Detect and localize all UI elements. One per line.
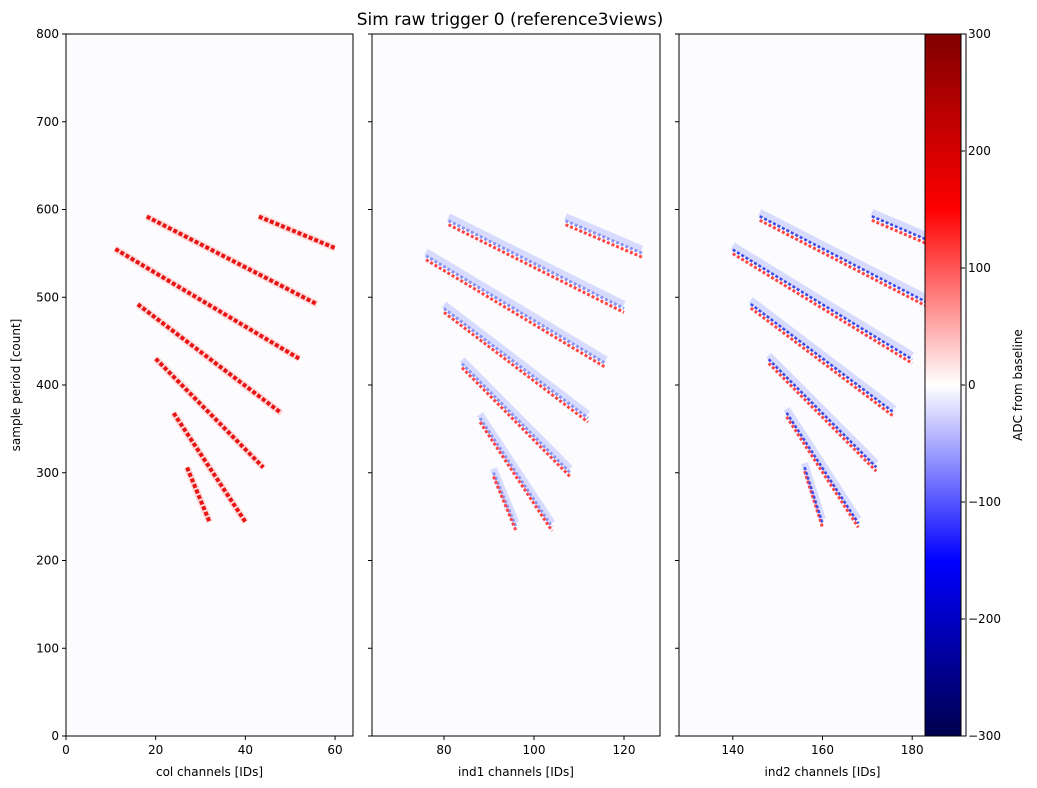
panel-ind1: 80 100 120 ind1 channels [IDs] bbox=[368, 33, 661, 779]
panel-ind2: 140 160 180 ind2 channels [IDs] bbox=[675, 33, 967, 779]
track-positive-lobe bbox=[749, 306, 896, 419]
track-halo bbox=[490, 467, 520, 525]
tracks bbox=[113, 213, 337, 524]
track-halo bbox=[783, 406, 862, 522]
y-axis-label: sample period [count] bbox=[9, 319, 23, 452]
track-negative-core bbox=[767, 358, 878, 468]
x-tick-label: 140 bbox=[721, 743, 744, 757]
track-halo bbox=[446, 213, 626, 308]
track-negative-core bbox=[750, 303, 895, 414]
track-line bbox=[171, 411, 248, 523]
x-axis-label: ind1 channels [IDs] bbox=[458, 765, 574, 779]
track-positive-lobe bbox=[759, 218, 931, 310]
track-negative-core bbox=[785, 412, 860, 524]
plot-background bbox=[66, 34, 353, 736]
track-positive-lobe bbox=[443, 311, 589, 424]
panel-col: 0 100 200 300 400 500 600 700 800 0 20 40 60 col chan… bbox=[36, 27, 354, 779]
track-negative-core bbox=[759, 215, 931, 305]
y-tick-label: 0 bbox=[51, 729, 59, 743]
track-line bbox=[258, 214, 336, 250]
plot-background bbox=[372, 34, 660, 736]
colorbar-label: ADC from baseline bbox=[1011, 329, 1025, 441]
track-negative-lobe bbox=[447, 219, 625, 310]
track-positive-lobe bbox=[871, 218, 949, 255]
track-line bbox=[136, 302, 283, 415]
colorbar-tick-label: −100 bbox=[968, 495, 1001, 509]
track-negative-lobe bbox=[443, 307, 589, 420]
track-halo bbox=[113, 245, 301, 362]
colorbar-tick-label: 200 bbox=[968, 144, 991, 158]
x-tick-label: 40 bbox=[238, 743, 253, 757]
track-halo bbox=[748, 297, 897, 412]
colorbar-tick-label: 0 bbox=[968, 378, 976, 392]
y-tick-label: 200 bbox=[36, 554, 59, 568]
y-tick-label: 800 bbox=[36, 27, 59, 41]
colorbar: −300 −200 −100 0 100 200 300 ADC from baseline bbox=[924, 27, 1025, 743]
x-tick-label: 180 bbox=[901, 743, 924, 757]
panels: 0 100 200 300 400 500 600 700 800 0 20 40 60 col chan… bbox=[36, 27, 967, 779]
y-tick-label: 300 bbox=[36, 466, 59, 480]
track-halo bbox=[564, 213, 644, 253]
y-tick-label: 100 bbox=[36, 641, 59, 655]
track-halo bbox=[766, 352, 879, 466]
y-tick-label: 400 bbox=[36, 378, 59, 392]
track-line bbox=[145, 214, 319, 307]
x-tick-label: 20 bbox=[148, 743, 163, 757]
track-positive-lobe bbox=[447, 223, 625, 314]
chart-title: Sim raw trigger 0 (reference3views) bbox=[357, 10, 663, 30]
track-halo bbox=[477, 412, 555, 525]
track-negative-core bbox=[871, 215, 949, 250]
track-halo bbox=[424, 248, 608, 363]
x-axis-label: ind2 channels [IDs] bbox=[765, 765, 881, 779]
colorbar-tick-label: 300 bbox=[968, 27, 991, 41]
track-line bbox=[154, 357, 265, 469]
track-positive-lobe bbox=[564, 223, 643, 259]
track-halo bbox=[730, 242, 915, 359]
track-halo bbox=[441, 301, 591, 417]
x-tick-label: 120 bbox=[613, 743, 636, 757]
y-tick-label: 500 bbox=[36, 290, 59, 304]
track-positive-lobe bbox=[767, 362, 878, 473]
x-axis-label: col channels [IDs] bbox=[156, 765, 263, 779]
colorbar-tick-label: −300 bbox=[968, 729, 1001, 743]
colorbar-bar bbox=[924, 33, 962, 737]
tracks bbox=[730, 209, 950, 529]
track-positive-lobe bbox=[785, 416, 860, 529]
track-halo bbox=[459, 357, 573, 471]
track-halo bbox=[758, 209, 932, 304]
colorbar-tick-label: −200 bbox=[968, 612, 1001, 626]
track-negative-lobe bbox=[478, 417, 554, 528]
plot-background bbox=[679, 34, 966, 736]
track-line bbox=[185, 466, 212, 523]
x-tick-label: 80 bbox=[436, 743, 451, 757]
track-negative-core bbox=[732, 248, 913, 361]
track-negative-lobe bbox=[460, 362, 572, 474]
y-tick-label: 700 bbox=[36, 115, 59, 129]
x-tick-label: 0 bbox=[62, 743, 70, 757]
x-tick-label: 160 bbox=[811, 743, 834, 757]
tracks bbox=[424, 213, 644, 532]
y-tick-label: 600 bbox=[36, 203, 59, 217]
x-tick-label: 60 bbox=[327, 743, 342, 757]
track-positive-lobe bbox=[478, 421, 554, 532]
x-tick-label: 100 bbox=[523, 743, 546, 757]
colorbar-tick-label: 100 bbox=[968, 261, 991, 275]
track-positive-lobe bbox=[460, 366, 572, 478]
track-negative-lobe bbox=[564, 219, 643, 255]
track-positive-lobe bbox=[732, 252, 913, 365]
